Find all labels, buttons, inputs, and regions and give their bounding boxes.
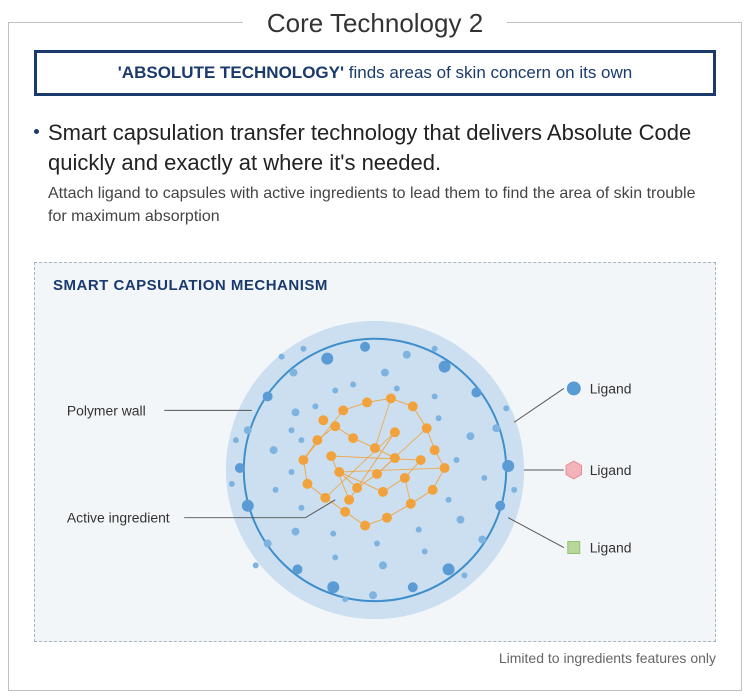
subtext: Attach ligand to capsules with active in… [34, 183, 716, 228]
banner-rest: finds areas of skin concern on its own [344, 63, 632, 82]
banner-strong: 'ABSOLUTE TECHNOLOGY' [118, 63, 344, 82]
svg-text:Ligand: Ligand [590, 539, 632, 555]
diagram-title: SMART CAPSULATION MECHANISM [53, 277, 328, 294]
svg-text:Polymer wall: Polymer wall [67, 402, 146, 418]
svg-text:Ligand: Ligand [590, 462, 632, 478]
capsule-diagram: Polymer wall Active ingredient Ligand Ligan… [35, 301, 715, 631]
svg-text:Active ingredient: Active ingredient [67, 510, 170, 526]
banner-box: 'ABSOLUTE TECHNOLOGY' finds areas of ski… [34, 50, 716, 96]
headline: Smart capsulation transfer technology th… [34, 118, 716, 177]
page-title: Core Technology 2 [243, 8, 507, 39]
body-text: Smart capsulation transfer technology th… [34, 118, 716, 228]
svg-text:Ligand: Ligand [590, 380, 632, 396]
diagram-box: SMART CAPSULATION MECHANISM Polymer wall… [34, 262, 716, 642]
footnote: Limited to ingredients features only [499, 650, 716, 666]
